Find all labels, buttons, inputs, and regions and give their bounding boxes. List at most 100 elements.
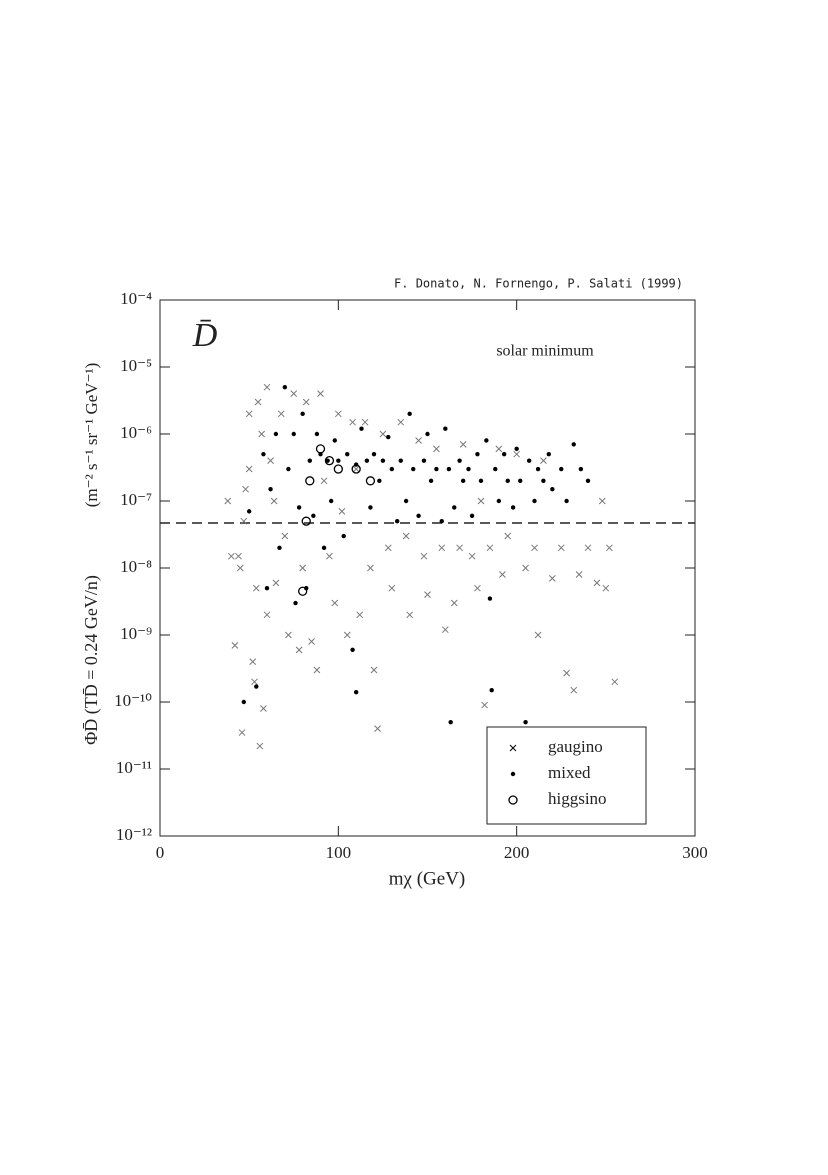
point [557,544,565,552]
point [308,638,315,645]
point [368,505,373,510]
point [304,585,309,591]
point [394,518,400,524]
point [518,478,523,484]
point [299,564,307,572]
point [246,509,252,514]
point [466,466,471,472]
point [548,575,556,582]
point [578,466,584,472]
point [425,431,430,437]
point [349,418,356,426]
point [374,725,381,733]
point [261,451,266,457]
point [377,478,382,484]
point [254,398,262,406]
point [433,445,440,453]
point [611,678,619,686]
point [559,466,564,472]
y-tick-label: 10⁻¹⁰ [114,691,152,710]
legend-marker [509,744,517,752]
point [438,544,446,552]
legend-marker [510,771,516,777]
point [441,626,449,634]
point [361,418,369,426]
legend-label: gaugino [548,737,603,756]
y-tick-label: 10⁻⁸ [120,557,152,576]
point [267,457,274,465]
point [264,585,270,591]
x-axis-label: mχ (GeV) [389,868,466,889]
point [273,431,279,437]
y-tick-label: 10⁻¹² [116,825,152,844]
point [301,516,311,526]
point [484,438,489,443]
point [598,497,606,505]
point [296,505,302,510]
point [260,705,267,712]
point [258,430,266,438]
point [499,571,506,578]
point [541,478,546,484]
point [531,544,538,552]
point [334,410,342,418]
point [350,647,355,653]
point [450,599,458,607]
point [307,458,312,463]
point [314,431,320,437]
point [351,464,361,474]
point [333,464,343,474]
point [510,505,516,510]
point [324,456,335,466]
point [343,631,351,639]
x-tick-label: 100 [326,843,352,862]
point [245,465,253,473]
point [501,451,507,457]
point [593,579,601,587]
point [277,545,282,551]
point [420,552,428,560]
point [474,584,481,592]
point [446,466,452,472]
point [534,631,542,639]
legend-label: mixed [548,763,591,782]
point [406,611,414,619]
point [540,457,547,465]
point [224,497,232,505]
point [481,701,488,709]
point [293,600,298,606]
point [371,451,377,457]
point [487,596,493,601]
point [513,450,521,458]
panel-label: D̄ [192,317,218,354]
point [571,442,576,447]
y-tick-label: 10⁻¹¹ [116,758,152,777]
point [356,611,364,619]
point [504,532,512,540]
point [242,485,249,493]
point [459,441,467,448]
point [550,487,555,492]
point [448,719,453,725]
point [302,398,310,406]
point [386,434,391,440]
point [379,430,387,438]
point [606,544,613,552]
point [493,466,498,472]
point [428,478,434,484]
point [252,584,260,592]
point [452,505,457,510]
point [402,532,410,540]
y-tick-label: 10⁻⁹ [120,624,152,643]
y-tick-label: 10⁻⁷ [120,490,152,509]
point [398,458,403,463]
point [329,498,334,504]
point [478,478,484,484]
point [364,458,370,463]
y-tick-label: 10⁻⁴ [120,289,152,308]
point [397,418,405,426]
point [282,384,288,390]
point [331,599,339,607]
point [251,678,258,686]
